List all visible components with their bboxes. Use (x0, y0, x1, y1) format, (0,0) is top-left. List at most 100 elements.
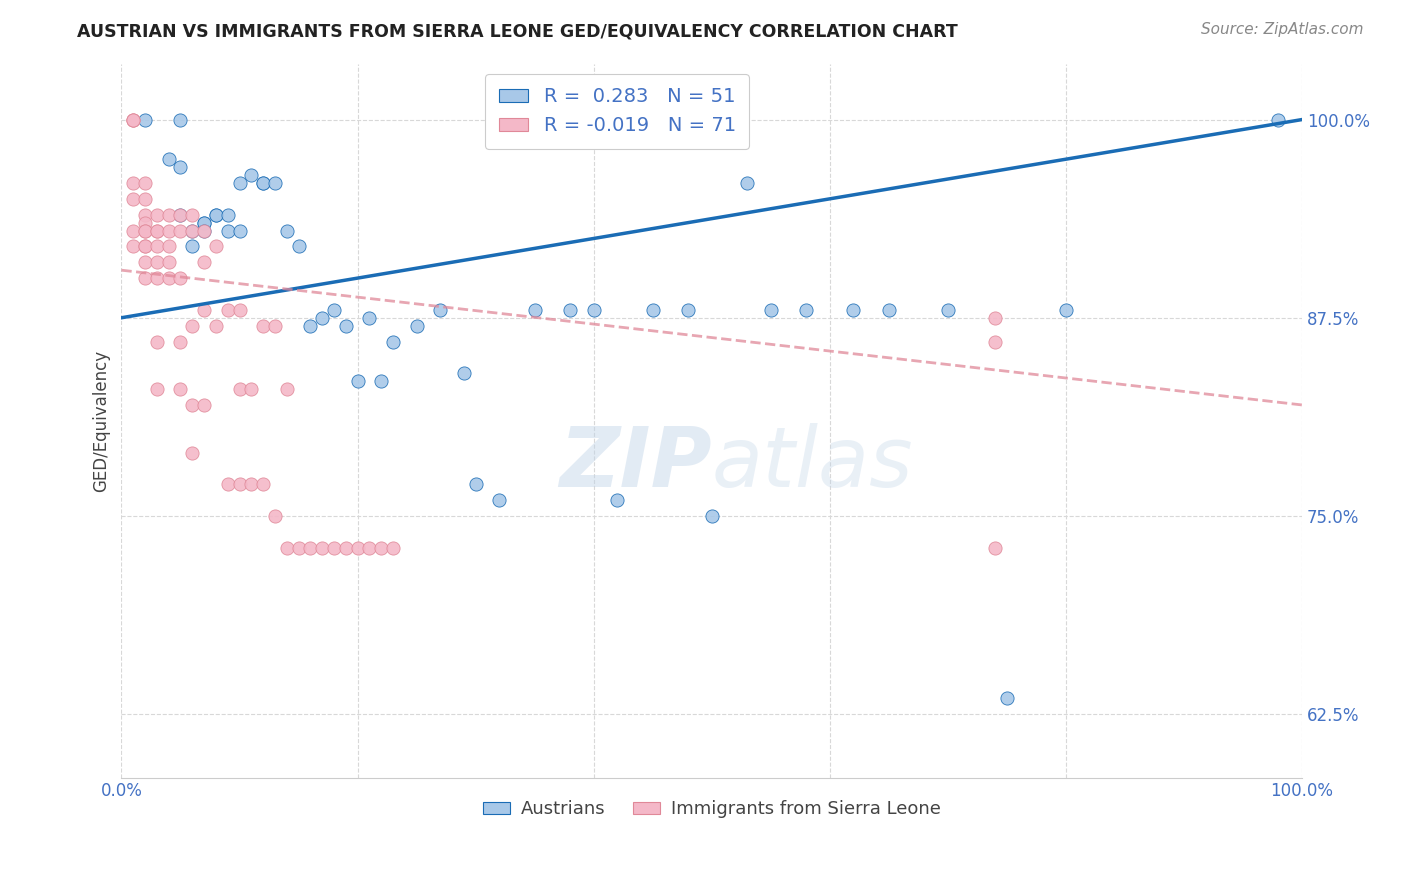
Point (287, 239, 309, 253)
Point (582, 302, 605, 317)
Point (122, 176, 145, 190)
Point (311, 310, 333, 325)
Point (217, 302, 239, 317)
Point (228, 477, 250, 491)
Point (264, 176, 287, 190)
Point (157, 152, 180, 166)
Point (264, 508, 287, 523)
Point (335, 318, 357, 333)
Point (157, 239, 180, 253)
Point (122, 223, 145, 237)
Legend: Austrians, Immigrants from Sierra Leone: Austrians, Immigrants from Sierra Leone (475, 793, 948, 826)
Point (134, 255, 156, 269)
Point (1054, 302, 1077, 317)
Point (228, 302, 250, 317)
Point (346, 541, 368, 555)
Point (429, 302, 451, 317)
Point (122, 112, 145, 127)
Point (676, 302, 699, 317)
Point (157, 208, 180, 222)
Point (405, 318, 427, 333)
Point (276, 382, 298, 396)
Point (181, 445, 204, 459)
Point (122, 239, 145, 253)
Point (794, 302, 817, 317)
Text: ZIP: ZIP (560, 423, 711, 504)
Point (169, 160, 191, 174)
Point (287, 541, 309, 555)
Point (193, 216, 215, 230)
Point (122, 192, 145, 206)
Point (193, 216, 215, 230)
Point (134, 176, 156, 190)
Point (193, 223, 215, 237)
Point (984, 541, 1007, 555)
Point (382, 334, 405, 349)
Point (134, 223, 156, 237)
Point (205, 208, 228, 222)
Point (134, 208, 156, 222)
Point (359, 541, 381, 555)
Point (169, 382, 191, 396)
Point (936, 302, 959, 317)
Point (157, 271, 180, 285)
Point (276, 223, 298, 237)
Text: Source: ZipAtlas.com: Source: ZipAtlas.com (1201, 22, 1364, 37)
Point (157, 223, 180, 237)
Point (146, 382, 169, 396)
Point (464, 477, 486, 491)
Point (146, 223, 169, 237)
Point (169, 334, 191, 349)
Point (146, 334, 169, 349)
Y-axis label: GED/Equivalency: GED/Equivalency (93, 350, 110, 491)
Point (146, 239, 169, 253)
Point (134, 271, 156, 285)
Point (134, 223, 156, 237)
Point (299, 541, 322, 555)
Point (488, 493, 510, 508)
Point (181, 239, 204, 253)
Point (984, 310, 1007, 325)
Point (558, 302, 581, 317)
Point (323, 541, 346, 555)
Text: atlas: atlas (711, 423, 914, 504)
Point (735, 176, 758, 190)
Point (181, 223, 204, 237)
Point (205, 208, 228, 222)
Point (453, 366, 475, 380)
Point (205, 318, 228, 333)
Point (134, 239, 156, 253)
Point (193, 398, 215, 412)
Point (240, 477, 263, 491)
Point (134, 216, 156, 230)
Point (1267, 112, 1289, 127)
Point (169, 208, 191, 222)
Point (134, 112, 156, 127)
Point (299, 318, 322, 333)
Point (759, 302, 782, 317)
Point (181, 398, 204, 412)
Point (217, 208, 239, 222)
Point (169, 112, 191, 127)
Point (606, 493, 628, 508)
Point (193, 223, 215, 237)
Point (134, 192, 156, 206)
Point (842, 302, 865, 317)
Point (181, 318, 204, 333)
Point (382, 541, 405, 555)
Point (228, 223, 250, 237)
Point (252, 176, 274, 190)
Point (311, 541, 333, 555)
Point (122, 112, 145, 127)
Point (146, 255, 169, 269)
Point (169, 223, 191, 237)
Point (523, 302, 546, 317)
Point (228, 176, 250, 190)
Point (134, 239, 156, 253)
Point (181, 208, 204, 222)
Point (359, 310, 381, 325)
Point (240, 168, 263, 182)
Point (335, 541, 357, 555)
Point (181, 223, 204, 237)
Point (169, 271, 191, 285)
